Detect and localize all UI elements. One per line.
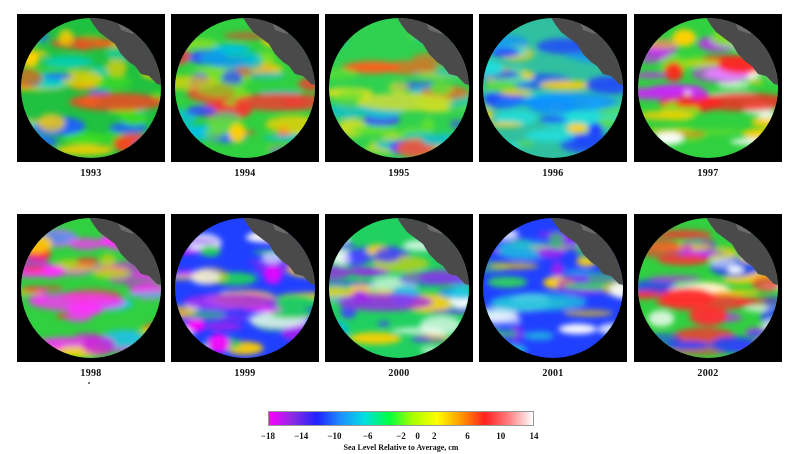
sea-level-globe-image (17, 14, 165, 162)
year-panel: 1994 (171, 14, 319, 179)
year-panel: 1998 (17, 214, 165, 379)
sea-level-globe-image (634, 14, 782, 162)
stray-mark (88, 382, 90, 384)
sea-level-globe-image (17, 214, 165, 362)
year-panel: 2001 (479, 214, 627, 379)
year-panel: 1997 (634, 14, 782, 179)
year-label: 1999 (234, 368, 256, 379)
colorbar (268, 411, 534, 426)
colorbar-tick-label: −14 (294, 431, 309, 441)
year-panel: 1993 (17, 14, 165, 179)
year-panel: 1999 (171, 214, 319, 379)
sea-level-globe-image (171, 214, 319, 362)
colorbar-tick-label: 6 (465, 431, 470, 441)
year-label: 2000 (388, 368, 410, 379)
year-label: 1996 (542, 168, 564, 179)
colorbar-tick-label: −10 (327, 431, 342, 441)
colorbar-tick-label: 0 (415, 431, 420, 441)
sea-level-globe-image (479, 214, 627, 362)
colorbar-tick-label: 10 (496, 431, 506, 441)
colorbar-tick-label: −6 (362, 431, 373, 441)
colorbar-title: Sea Level Relative to Average, cm (343, 443, 459, 452)
year-label: 1995 (388, 168, 410, 179)
sea-level-globe-image (325, 214, 473, 362)
sea-level-globe-image (479, 14, 627, 162)
year-panel: 2002 (634, 214, 782, 379)
colorbar-tick-label: 14 (529, 431, 539, 441)
colorbar-tick-label: −2 (396, 431, 406, 441)
colorbar-tick-label: −18 (260, 431, 276, 441)
sea-level-globe-image (634, 214, 782, 362)
colorbar-tick-label: 2 (432, 431, 437, 441)
year-panel: 2000 (325, 214, 473, 379)
year-panel: 1995 (325, 14, 473, 179)
colorbar-legend: Sea Level Relative to Average, cm −18 −14… (261, 411, 539, 452)
year-label: 2002 (697, 368, 719, 379)
sea-level-globe-image (171, 14, 319, 162)
year-label: 1997 (697, 168, 719, 179)
year-panel: 1996 (479, 14, 627, 179)
year-label: 1998 (80, 368, 102, 379)
year-label: 1994 (234, 168, 256, 179)
year-label: 2001 (542, 368, 564, 379)
sea-level-globe-image (325, 14, 473, 162)
year-label: 1993 (80, 168, 102, 179)
